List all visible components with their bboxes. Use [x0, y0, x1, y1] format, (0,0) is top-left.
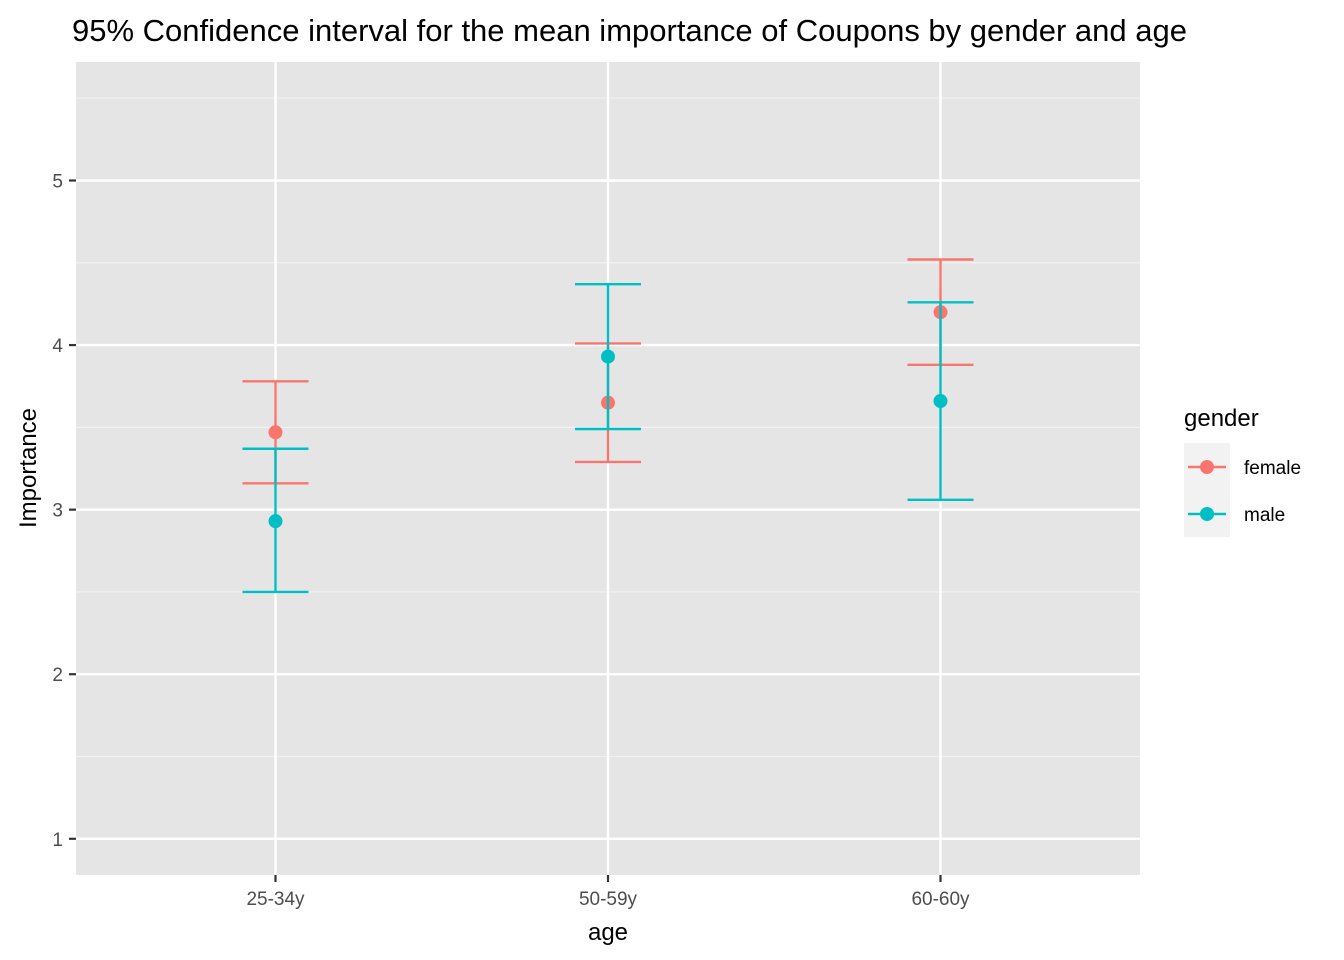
y-axis-title: Importance [15, 408, 42, 528]
x-tick-label: 50-59y [579, 889, 638, 910]
x-tick-label: 25-34y [246, 889, 305, 910]
y-axis: 1 2 3 4 5 [52, 171, 76, 851]
x-axis-title: age [588, 919, 628, 946]
legend-title: gender [1184, 405, 1259, 432]
legend: gender female male [1184, 405, 1301, 537]
mean-point [268, 514, 283, 529]
legend-key-point [1200, 460, 1214, 474]
mean-point [933, 394, 948, 409]
y-tick-label: 3 [52, 501, 63, 522]
legend-label: male [1244, 505, 1285, 526]
y-tick-label: 1 [52, 830, 63, 851]
x-tick-label: 60-60y [911, 889, 970, 910]
legend-label: female [1244, 458, 1301, 479]
mean-point [268, 425, 283, 440]
error-bars [242, 258, 974, 594]
x-axis: 25-34y 50-59y 60-60y [246, 875, 970, 910]
legend-key-point [1200, 507, 1214, 521]
series-male [242, 282, 974, 594]
chart-title: 95% Confidence interval for the mean imp… [72, 13, 1187, 48]
legend-key-background [1184, 443, 1230, 537]
mean-point [601, 349, 615, 364]
y-tick-label: 2 [52, 665, 63, 686]
y-tick-label: 4 [52, 336, 63, 357]
y-tick-label: 5 [52, 171, 63, 192]
